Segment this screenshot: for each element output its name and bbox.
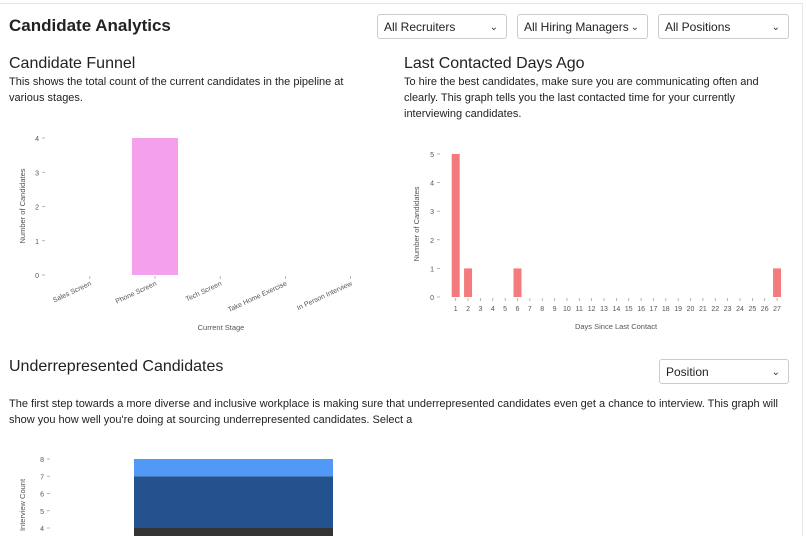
y-tick-label: 8 [40,457,44,464]
x-tick-label: 5 [503,306,507,313]
stacked-bar-segment [134,459,333,477]
x-tick-label: 8 [540,306,544,313]
x-tick-label: 12 [588,306,596,313]
x-axis-label: Current Stage [198,323,245,332]
x-tick-label: 3 [478,306,482,313]
stacked-bar-segment [134,528,333,536]
x-tick-label: 14 [612,306,620,313]
x-tick-label: 4 [491,306,495,313]
y-tick-label: 4 [430,181,434,188]
x-tick-label: Take Home Exercise [227,280,288,314]
x-tick-label: 2 [466,306,470,313]
x-tick-label: 24 [736,306,744,313]
bar [451,154,460,297]
underrep-description: The first step towards a more diverse an… [9,398,778,426]
x-tick-label: 25 [748,306,756,313]
contacted-title: Last Contacted Days Ago [404,55,585,72]
y-tick-label: 4 [35,136,39,143]
x-tick-label: 16 [637,306,645,313]
x-tick-label: 10 [563,306,571,313]
x-tick-label: Tech Screen [185,280,223,303]
x-tick-label: 13 [600,306,608,313]
x-tick-label: 15 [625,306,633,313]
x-axis-label: Days Since Last Contact [575,322,658,331]
position-filter-value: All Positions [665,20,731,34]
x-tick-label: 17 [650,306,658,313]
y-tick-label: 6 [40,492,44,499]
y-tick-label: 3 [430,209,434,216]
x-tick-label: 7 [528,306,532,313]
page-title: Candidate Analytics [9,16,171,35]
bar [464,268,473,297]
x-tick-label: 26 [761,306,769,313]
y-tick-label: 1 [35,239,39,246]
x-tick-label: In Person Interview [296,280,354,312]
y-tick-label: 0 [430,295,434,302]
y-axis-label: Number of Candidates [412,186,421,261]
chevron-down-icon: ⌄ [489,22,498,33]
chevron-down-icon: ⌄ [630,22,639,33]
hiring-manager-filter-select[interactable]: All Hiring Managers ⌄ [517,14,648,39]
y-tick-label: 2 [430,238,434,245]
recruiter-filter-select[interactable]: All Recruiters ⌄ [377,14,507,39]
y-tick-label: 5 [430,152,434,159]
recruiter-filter-value: All Recruiters [384,20,456,34]
funnel-title: Candidate Funnel [9,55,136,72]
x-tick-label: Phone Screen [115,280,158,305]
hiring-manager-filter-value: All Hiring Managers [524,20,629,34]
chevron-down-icon: ⌄ [771,367,780,378]
x-tick-label: 23 [724,306,732,313]
y-axis-label: Number of Candidates [18,168,27,243]
y-axis-label: Interview Count [18,478,27,531]
x-tick-label: Sales Screen [52,280,93,304]
y-tick-label: 4 [40,526,44,533]
chevron-down-icon: ⌄ [771,22,780,33]
x-tick-label: 27 [773,306,781,313]
underrep-position-value: Position [666,365,709,379]
y-tick-label: 7 [40,474,44,481]
position-filter-select[interactable]: All Positions ⌄ [658,14,789,39]
bar [773,268,782,297]
x-tick-label: 18 [662,306,670,313]
page-frame [0,3,803,536]
y-tick-label: 0 [35,273,39,280]
y-tick-label: 2 [35,205,39,212]
x-tick-label: 1 [454,306,458,313]
x-tick-label: 21 [699,306,707,313]
contacted-description: To hire the best candidates, make sure y… [404,76,759,120]
x-tick-label: 9 [553,306,557,313]
y-tick-label: 1 [430,266,434,273]
x-tick-label: 19 [674,306,682,313]
underrep-title: Underrepresented Candidates [9,358,224,375]
x-tick-label: 20 [687,306,695,313]
bar [132,138,178,275]
x-tick-label: 22 [711,306,719,313]
underrep-position-select[interactable]: Position ⌄ [659,359,789,384]
bar [513,268,522,297]
y-tick-label: 5 [40,509,44,516]
x-tick-label: 6 [516,306,520,313]
x-tick-label: 11 [576,306,583,313]
stacked-bar-segment [134,476,333,528]
y-tick-label: 3 [35,170,39,177]
funnel-description: This shows the total count of the curren… [9,76,344,104]
